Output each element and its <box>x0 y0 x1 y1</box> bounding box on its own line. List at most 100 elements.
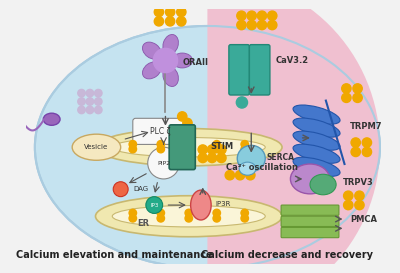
Circle shape <box>246 171 255 180</box>
Circle shape <box>177 7 186 17</box>
Circle shape <box>86 106 94 114</box>
Circle shape <box>185 141 192 148</box>
Circle shape <box>241 209 248 217</box>
Circle shape <box>78 98 85 105</box>
Circle shape <box>237 11 246 20</box>
Circle shape <box>342 84 351 93</box>
Circle shape <box>247 11 256 20</box>
Circle shape <box>362 147 372 156</box>
Circle shape <box>353 84 362 93</box>
Circle shape <box>175 131 184 141</box>
Ellipse shape <box>293 131 340 150</box>
FancyBboxPatch shape <box>249 44 270 95</box>
Ellipse shape <box>191 190 211 220</box>
Ellipse shape <box>96 129 282 166</box>
Circle shape <box>208 153 217 163</box>
Circle shape <box>185 215 192 222</box>
Text: PIP2: PIP2 <box>157 161 170 166</box>
Circle shape <box>129 209 136 217</box>
FancyBboxPatch shape <box>169 125 195 170</box>
Ellipse shape <box>290 164 330 194</box>
Circle shape <box>148 147 180 179</box>
Text: ER: ER <box>138 219 150 228</box>
Text: TRPV3: TRPV3 <box>343 177 374 186</box>
Ellipse shape <box>310 174 336 195</box>
Circle shape <box>166 7 175 17</box>
Circle shape <box>247 20 256 30</box>
Circle shape <box>157 209 164 217</box>
Circle shape <box>225 171 234 180</box>
Circle shape <box>213 141 220 148</box>
Ellipse shape <box>239 162 256 175</box>
Ellipse shape <box>293 118 340 137</box>
Text: IP3: IP3 <box>150 203 158 207</box>
Circle shape <box>157 215 164 222</box>
Text: IP3R: IP3R <box>216 201 231 207</box>
Circle shape <box>183 118 192 128</box>
Circle shape <box>362 138 372 147</box>
Text: CaV3.2: CaV3.2 <box>276 56 309 65</box>
Circle shape <box>157 141 164 148</box>
Ellipse shape <box>96 196 282 237</box>
Circle shape <box>177 17 186 26</box>
Ellipse shape <box>293 144 340 163</box>
Ellipse shape <box>35 26 380 268</box>
Ellipse shape <box>142 42 161 59</box>
Ellipse shape <box>293 105 340 124</box>
Text: STIM: STIM <box>210 142 233 151</box>
Circle shape <box>257 20 267 30</box>
Circle shape <box>154 17 164 26</box>
Circle shape <box>353 93 362 102</box>
Circle shape <box>355 200 364 210</box>
Text: DAG: DAG <box>134 186 149 192</box>
Ellipse shape <box>112 206 265 227</box>
Circle shape <box>268 20 277 30</box>
Circle shape <box>94 106 102 114</box>
Circle shape <box>153 48 178 73</box>
Text: SERCA: SERCA <box>266 153 294 162</box>
Text: Calcium decrease and recovery: Calcium decrease and recovery <box>201 250 373 260</box>
Circle shape <box>241 215 248 222</box>
Circle shape <box>241 141 248 148</box>
FancyBboxPatch shape <box>281 227 339 238</box>
Circle shape <box>257 11 267 20</box>
Circle shape <box>344 191 353 200</box>
Text: Ca²⁺ oscillation: Ca²⁺ oscillation <box>226 163 298 172</box>
Circle shape <box>213 145 220 153</box>
Circle shape <box>237 20 246 30</box>
FancyBboxPatch shape <box>281 216 339 227</box>
Text: Calcium elevation and maintenance: Calcium elevation and maintenance <box>16 250 212 260</box>
Circle shape <box>129 145 136 153</box>
Circle shape <box>268 11 277 20</box>
Circle shape <box>213 215 220 222</box>
Circle shape <box>154 7 164 17</box>
Text: PLC ζ: PLC ζ <box>150 127 170 136</box>
FancyBboxPatch shape <box>229 44 249 95</box>
Circle shape <box>208 145 217 154</box>
FancyBboxPatch shape <box>281 205 339 215</box>
Ellipse shape <box>112 138 265 157</box>
Ellipse shape <box>163 34 178 55</box>
Circle shape <box>217 145 226 154</box>
Circle shape <box>157 145 164 153</box>
Ellipse shape <box>43 113 60 125</box>
Circle shape <box>181 125 191 134</box>
Circle shape <box>235 171 245 180</box>
Circle shape <box>344 200 353 210</box>
FancyBboxPatch shape <box>133 118 187 144</box>
Text: TRPM7: TRPM7 <box>350 121 383 130</box>
Circle shape <box>355 191 364 200</box>
Circle shape <box>217 153 226 163</box>
Ellipse shape <box>142 62 161 79</box>
Ellipse shape <box>293 157 340 176</box>
Circle shape <box>198 145 208 154</box>
Circle shape <box>146 197 163 213</box>
Circle shape <box>86 89 94 97</box>
Circle shape <box>185 209 192 217</box>
Circle shape <box>86 98 94 105</box>
Circle shape <box>166 17 175 26</box>
Ellipse shape <box>172 53 192 68</box>
Circle shape <box>178 112 187 121</box>
Text: Vesicle: Vesicle <box>84 144 108 150</box>
Circle shape <box>236 97 248 108</box>
